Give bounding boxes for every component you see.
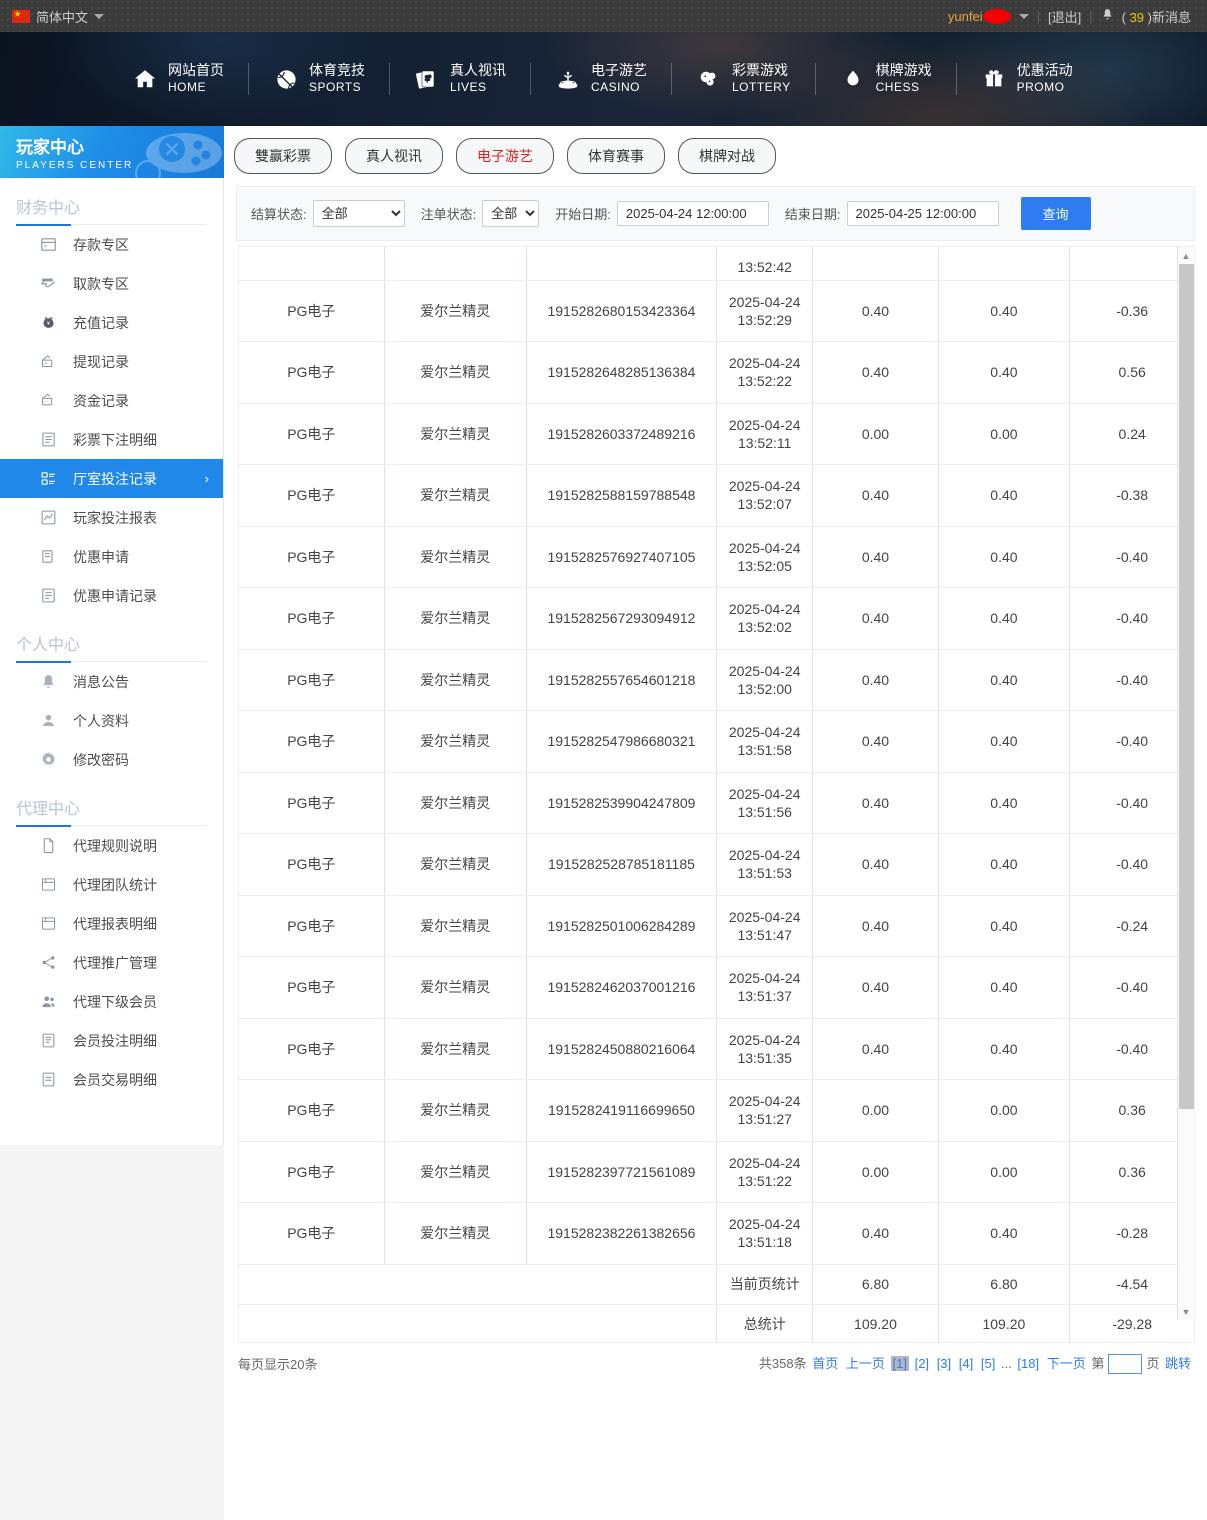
svg-text:¥: ¥ [47, 321, 50, 327]
